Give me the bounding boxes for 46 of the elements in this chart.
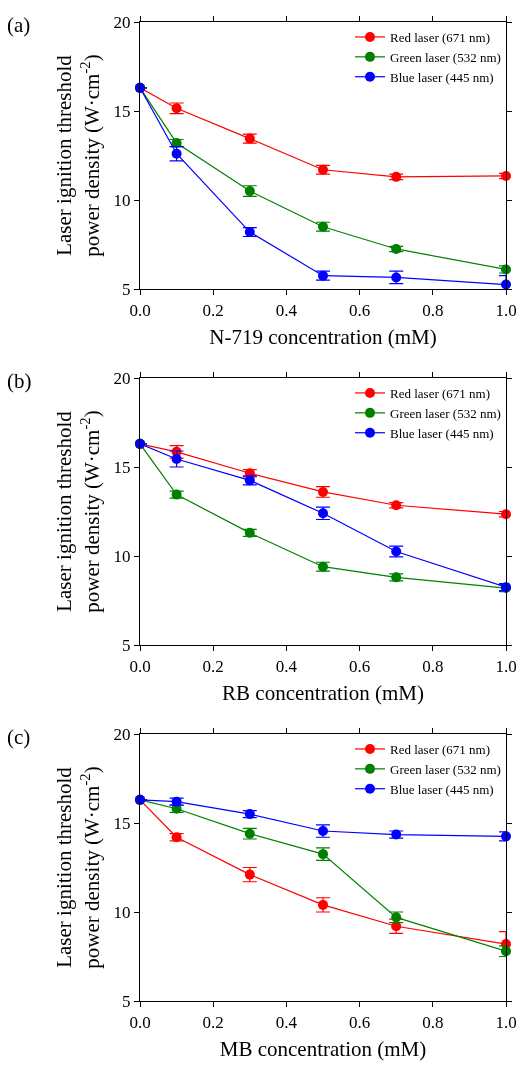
legend-label: Red laser (671 nm) (390, 386, 491, 402)
x-tick-label: 0.4 (275, 656, 298, 676)
y-tick-label: 20 (113, 724, 131, 744)
x-tick-label: 0.0 (129, 300, 151, 320)
legend-label: Green laser (532 nm) (390, 49, 501, 65)
x-tick-label: 0.6 (348, 1012, 371, 1032)
chart-title: (a) (7, 13, 31, 37)
x-axis-title: MB concentration (mM) (219, 1036, 427, 1061)
y-tick-label: 10 (113, 190, 131, 210)
x-tick-label: 0.2 (202, 1012, 224, 1032)
x-tick-label: 0.8 (422, 656, 444, 676)
x-tick-label: 0.2 (202, 656, 224, 676)
x-tick-label: 0.2 (202, 300, 224, 320)
x-tick-label: 1.0 (495, 300, 517, 320)
x-tick-label: 0.8 (422, 300, 444, 320)
chart-title: (c) (7, 725, 31, 749)
x-tick-label: 0.0 (129, 656, 151, 676)
x-axis-title: RB concentration (mM) (222, 680, 424, 705)
y-tick-label: 15 (113, 457, 131, 477)
legend-label: Red laser (671 nm) (390, 30, 491, 46)
y-tick-label: 20 (113, 12, 131, 32)
legend-label: Blue laser (445 nm) (390, 69, 494, 85)
x-tick-label: 0.6 (348, 656, 371, 676)
legend-label: Blue laser (445 nm) (390, 425, 494, 441)
chart-title: (b) (7, 369, 32, 393)
x-tick-label: 0.4 (275, 1012, 298, 1032)
legend-label: Red laser (671 nm) (390, 742, 491, 758)
y-tick-label: 5 (122, 991, 131, 1011)
y-tick-label: 10 (113, 546, 131, 566)
y-tick-label: 20 (113, 368, 131, 388)
point (501, 264, 511, 275)
x-tick-label: 1.0 (495, 1012, 517, 1032)
x-tick-label: 0.0 (129, 1012, 151, 1032)
y-tick-label: 10 (113, 902, 131, 922)
x-tick-label: 1.0 (495, 656, 517, 676)
legend-label: Blue laser (445 nm) (390, 781, 494, 797)
legend-label: Green laser (532 nm) (390, 761, 501, 777)
x-axis-title: N-719 concentration (mM) (209, 324, 437, 349)
y-tick-label: 15 (113, 813, 131, 833)
y-tick-label: 15 (113, 101, 131, 121)
legend-label: Green laser (532 nm) (390, 405, 501, 421)
x-tick-label: 0.4 (275, 300, 298, 320)
x-tick-label: 0.8 (422, 1012, 444, 1032)
x-tick-label: 0.6 (348, 300, 371, 320)
y-tick-label: 5 (122, 279, 131, 299)
y-tick-label: 5 (122, 635, 131, 655)
